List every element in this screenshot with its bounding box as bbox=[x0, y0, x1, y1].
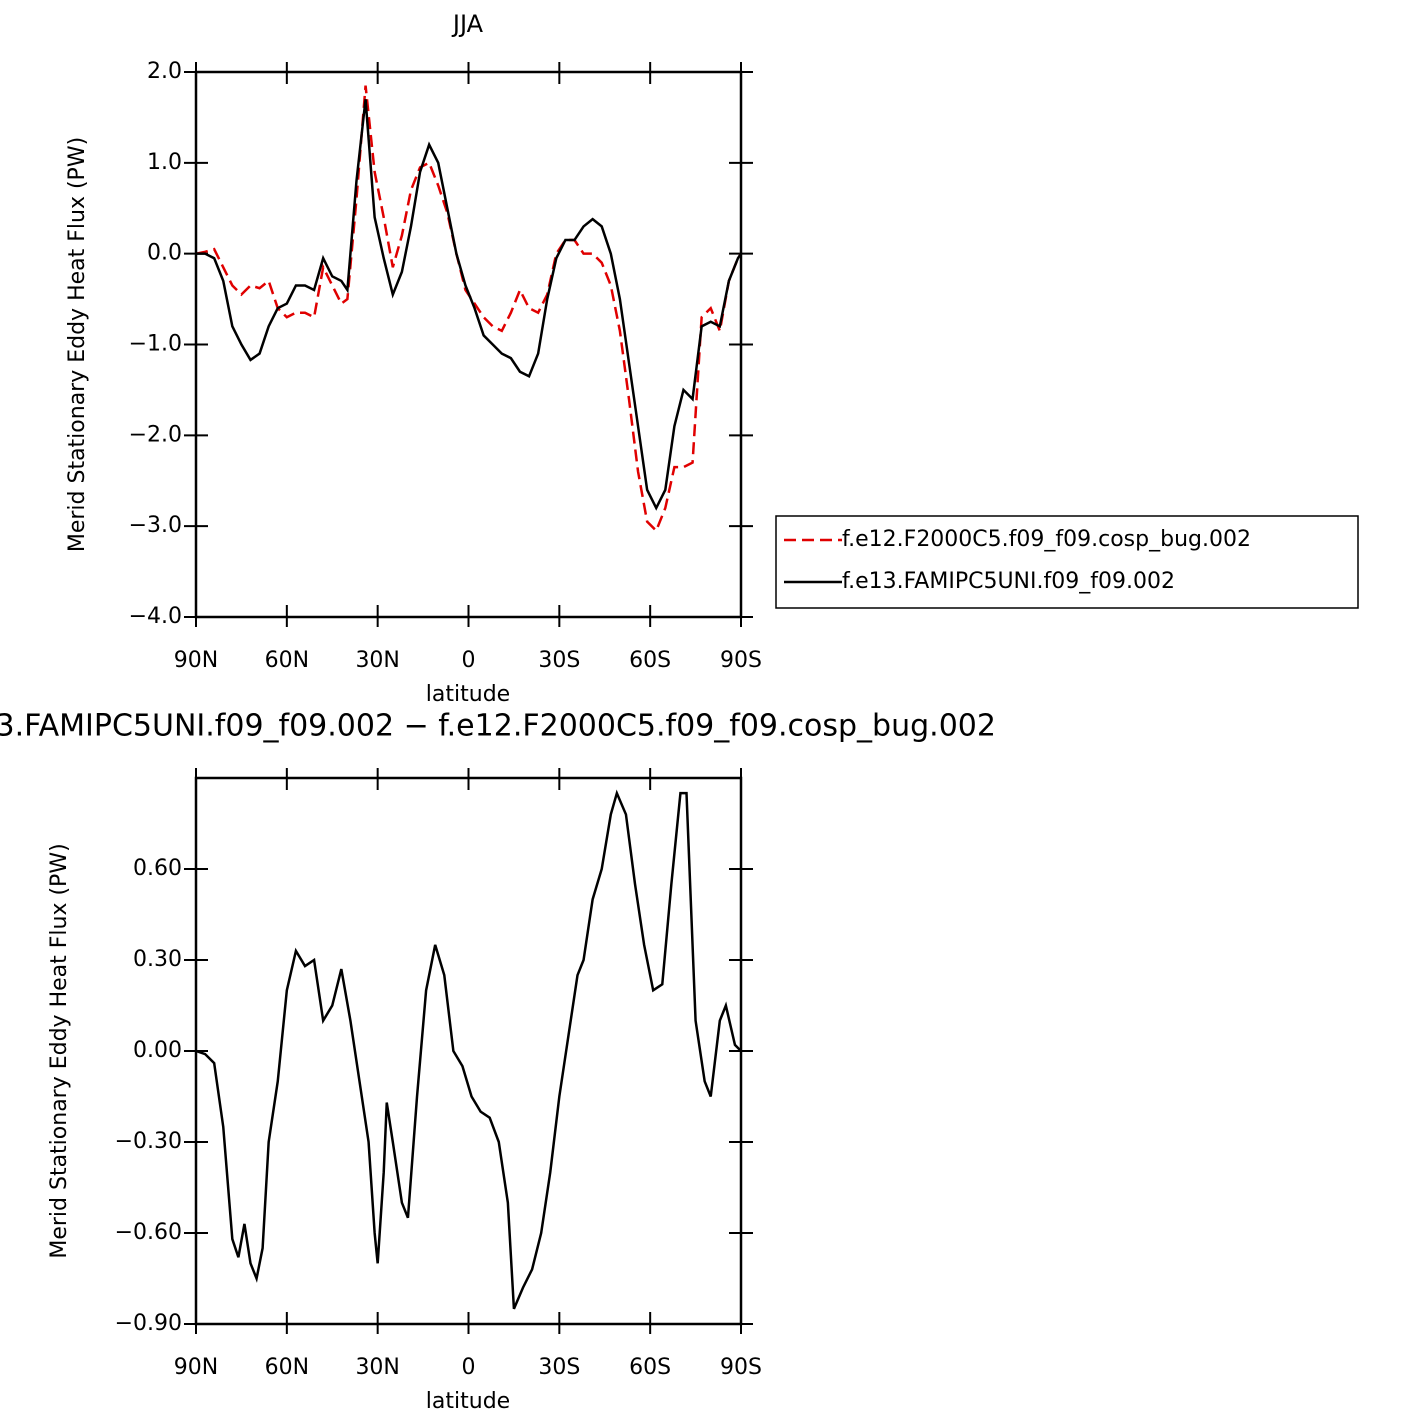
y-axis-label: Merid Stationary Eddy Heat Flux (PW) bbox=[47, 843, 72, 1258]
y-tick-label: −0.90 bbox=[115, 1311, 182, 1336]
plot-frame bbox=[194, 70, 743, 619]
data-line bbox=[196, 99, 743, 511]
chart-title: f.e13.FAMIPC5UNI.f09_f09.002 − f.e12.F20… bbox=[0, 709, 996, 744]
legend-label: f.e13.FAMIPC5UNI.f09_f09.002 bbox=[842, 569, 1175, 594]
x-tick-label: 90S bbox=[720, 1355, 762, 1380]
plot-frame bbox=[194, 776, 743, 1326]
x-tick-label: 90N bbox=[174, 1355, 218, 1380]
x-tick-label: 30N bbox=[355, 648, 399, 673]
y-tick-label: 0.60 bbox=[133, 856, 182, 881]
x-tick-label: 60S bbox=[629, 1355, 671, 1380]
y-tick-label: −0.30 bbox=[115, 1129, 182, 1154]
x-axis-label: latitude bbox=[426, 682, 510, 707]
x-tick-label: 60S bbox=[629, 648, 671, 673]
x-tick-label: 90S bbox=[720, 648, 762, 673]
y-tick-label: 2.0 bbox=[147, 59, 182, 84]
y-tick-label: −3.0 bbox=[129, 513, 182, 538]
y-tick-label: 0.0 bbox=[147, 241, 182, 266]
y-tick-label: −0.60 bbox=[115, 1220, 182, 1245]
x-tick-label: 60N bbox=[265, 648, 309, 673]
data-line bbox=[195, 789, 742, 1310]
x-tick-label: 30S bbox=[538, 1355, 580, 1380]
legend-box bbox=[775, 515, 1359, 609]
y-tick-label: −4.0 bbox=[129, 604, 182, 629]
y-tick-label: 0.30 bbox=[133, 947, 182, 972]
x-tick-label: 0 bbox=[462, 1355, 476, 1380]
x-tick-label: 0 bbox=[462, 648, 476, 673]
y-tick-label: −2.0 bbox=[129, 422, 182, 447]
y-tick-label: −1.0 bbox=[129, 332, 182, 357]
x-tick-label: 30N bbox=[355, 1355, 399, 1380]
legend-label: f.e12.F2000C5.f09_f09.cosp_bug.002 bbox=[842, 527, 1251, 552]
chart-title: JJA bbox=[451, 10, 484, 38]
x-tick-label: 90N bbox=[174, 648, 218, 673]
x-tick-label: 60N bbox=[265, 1355, 309, 1380]
x-tick-label: 30S bbox=[538, 648, 580, 673]
y-axis-label: Merid Stationary Eddy Heat Flux (PW) bbox=[65, 137, 90, 552]
y-tick-label: 1.0 bbox=[147, 150, 182, 175]
x-axis-label: latitude bbox=[426, 1389, 510, 1414]
y-tick-label: 0.00 bbox=[133, 1038, 182, 1063]
